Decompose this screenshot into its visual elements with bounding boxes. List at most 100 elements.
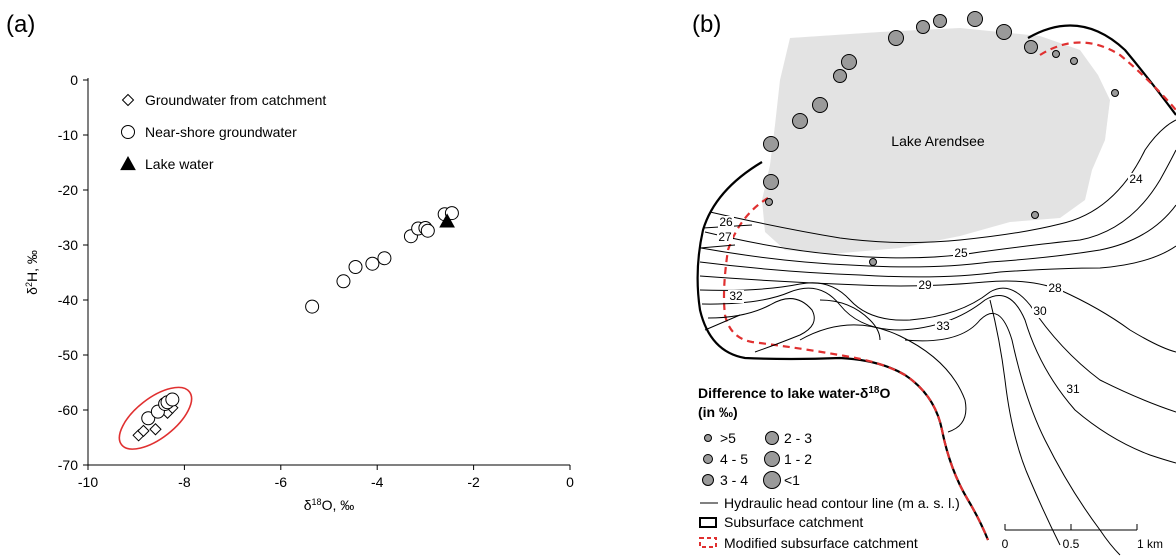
highlight-ellipse-shape [118, 386, 193, 450]
scale-label-0: 0 [1002, 537, 1009, 551]
legend-entry-label: Near-shore groundwater [145, 124, 297, 140]
y-tick-label: -50 [58, 347, 78, 363]
legend-title: Difference to lake water-δ18O [698, 385, 890, 401]
legend-subsurface-symbol [699, 517, 717, 528]
difference-symbol [996, 24, 1012, 40]
triangle-data-point [439, 213, 455, 228]
legend-title-unit: (in ‰) [698, 404, 738, 420]
difference-symbol [888, 30, 904, 46]
circle-data-point [141, 411, 156, 426]
circle-data-point [165, 392, 180, 407]
isotope-difference-symbols [763, 11, 1119, 266]
legend-subsurface-label: Subsurface catchment [724, 514, 863, 530]
panel-b-label: (b) [692, 11, 721, 38]
y-tick-label: -30 [58, 237, 78, 253]
lake-name-label: Lake Arendsee [891, 133, 985, 149]
contour-label: 30 [1033, 304, 1047, 318]
legend-size-label: >5 [720, 430, 736, 446]
x-axis-title: δ18O, ‰ [304, 497, 354, 513]
lake-arendsee [762, 28, 1110, 254]
legend-size-label: 2 - 3 [784, 430, 812, 446]
y-axis-title: δ2H, ‰ [24, 250, 40, 295]
contour-label: 32 [729, 289, 743, 303]
highlight-ellipse [118, 386, 193, 450]
subsurface-catchment-boundary-west [696, 161, 990, 541]
diamond-data-point [149, 423, 162, 436]
legend-size-symbol [764, 451, 780, 467]
difference-symbol [1052, 50, 1060, 58]
panel-a-legend: Groundwater from catchment Near-shore gro… [120, 92, 326, 172]
contour-label: 26 [719, 215, 733, 229]
legend-triangle-marker [120, 155, 136, 171]
legend-entry-label: Groundwater from catchment [145, 92, 326, 108]
circle-data-point [365, 256, 380, 271]
modified-catchment-boundary [1039, 41, 1176, 111]
legend-size-label: 4 - 5 [720, 451, 748, 467]
legend-modified-symbol [699, 537, 717, 548]
x-tick-label: -2 [467, 474, 480, 490]
legend-circle-marker [121, 125, 135, 139]
legend-modified-label: Modified subsurface catchment [724, 535, 918, 551]
difference-symbol [1111, 89, 1119, 97]
modified-catchment-boundary-west [722, 197, 990, 541]
y-tick-label: 0 [70, 72, 78, 88]
difference-symbol [833, 69, 847, 83]
legend-size-label: 3 - 4 [720, 472, 748, 488]
circle-data-point [305, 299, 320, 314]
legend-size-label: 1 - 2 [784, 451, 812, 467]
legend-diamond-marker [121, 93, 135, 107]
difference-symbol [1070, 57, 1078, 65]
circle-data-point [336, 274, 351, 289]
difference-symbol [869, 258, 877, 266]
diamond-data-point [137, 424, 150, 438]
scale-bar: 0 0.5 1 km [1002, 524, 1163, 551]
x-tick-label: -8 [178, 474, 191, 490]
contour-label: 33 [936, 319, 950, 333]
difference-symbol [933, 14, 947, 28]
difference-symbol [967, 11, 983, 27]
panel-a-label: (a) [6, 11, 35, 38]
y-tick-label: -20 [58, 182, 78, 198]
legend-size-symbol [763, 471, 781, 489]
scale-label-1km: 1 km [1137, 537, 1163, 551]
contour-label: 25 [954, 246, 968, 260]
difference-symbol [765, 198, 773, 206]
panel-b-legend: Difference to lake water-δ18O (in ‰) >5 4… [698, 385, 960, 551]
legend-size-symbol [703, 454, 713, 464]
contour-label: 31 [1066, 382, 1080, 396]
circle-data-point [348, 260, 363, 274]
contour-label: 24 [1129, 172, 1143, 186]
panel-b-map: (b) Lake Arendsee 242 [692, 11, 1176, 556]
y-tick-label: -70 [58, 457, 78, 473]
y-tick-label: -60 [58, 402, 78, 418]
contour-label: 27 [718, 230, 732, 244]
circle-data-point [377, 251, 392, 266]
contour-label: 29 [918, 278, 932, 292]
contour-label: 28 [1048, 281, 1062, 295]
x-tick-label: 0 [566, 474, 574, 490]
x-tick-label: -10 [78, 474, 98, 490]
difference-symbol [1024, 40, 1038, 54]
y-tick-label: -40 [58, 292, 78, 308]
difference-symbol [1031, 211, 1039, 219]
legend-size-symbol [702, 474, 714, 486]
difference-symbol [916, 20, 930, 34]
difference-symbol [812, 97, 828, 113]
difference-symbol [841, 54, 857, 70]
difference-symbol [792, 113, 808, 129]
panel-a-axes: 0-10-20-30-40-50-60-70-10 -8 -6 -4 -2 0δ18O, … [24, 72, 574, 513]
difference-symbol [763, 136, 779, 152]
circle-data-point [420, 223, 435, 238]
subsurface-catchment-boundary [1027, 24, 1176, 116]
y-tick-label: -10 [58, 127, 78, 143]
legend-size-symbol [765, 431, 779, 445]
legend-size-label: <1 [784, 472, 800, 488]
panel-a-scatter-chart: (a) 0-10-20-30-40-50-60-70-10 -8 -6 -4 -2 0δ1… [6, 11, 574, 513]
legend-entry-label: Lake water [145, 156, 214, 172]
legend-size-symbol [704, 434, 712, 442]
legend-contour-line-label: Hydraulic head contour line (m a. s. l.) [724, 495, 960, 511]
panel-a-data-points [132, 206, 459, 442]
x-tick-label: -6 [275, 474, 288, 490]
